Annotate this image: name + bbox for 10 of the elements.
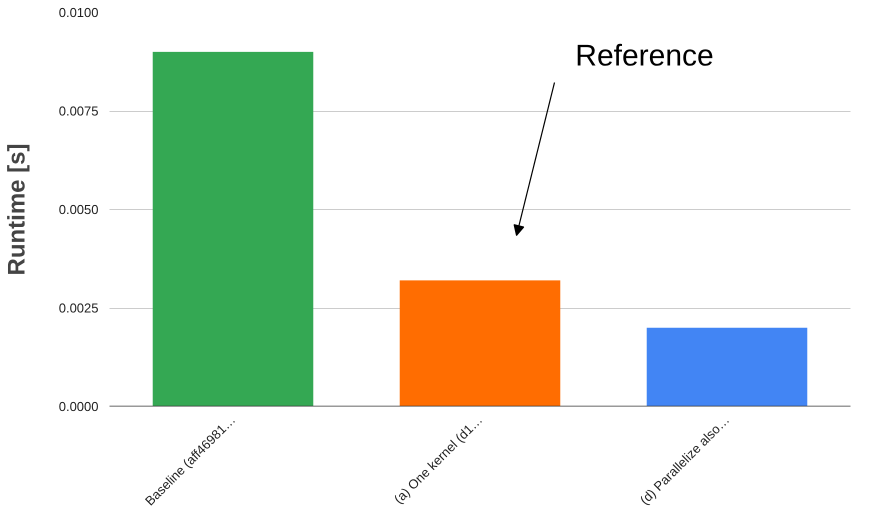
bar (646, 328, 808, 406)
y-tick-label: 0.0025 (58, 300, 99, 316)
bar (400, 280, 560, 406)
y-tick-label: 0.0075 (58, 104, 99, 118)
y-tick-label: 0.0100 (58, 5, 99, 20)
y-tick-label: 0.0000 (58, 399, 99, 414)
bar (152, 52, 314, 406)
y-tick-label: 0.0050 (58, 202, 99, 217)
y-axis-title: Runtime [s] (4, 144, 31, 276)
annotation: Reference (575, 40, 714, 72)
